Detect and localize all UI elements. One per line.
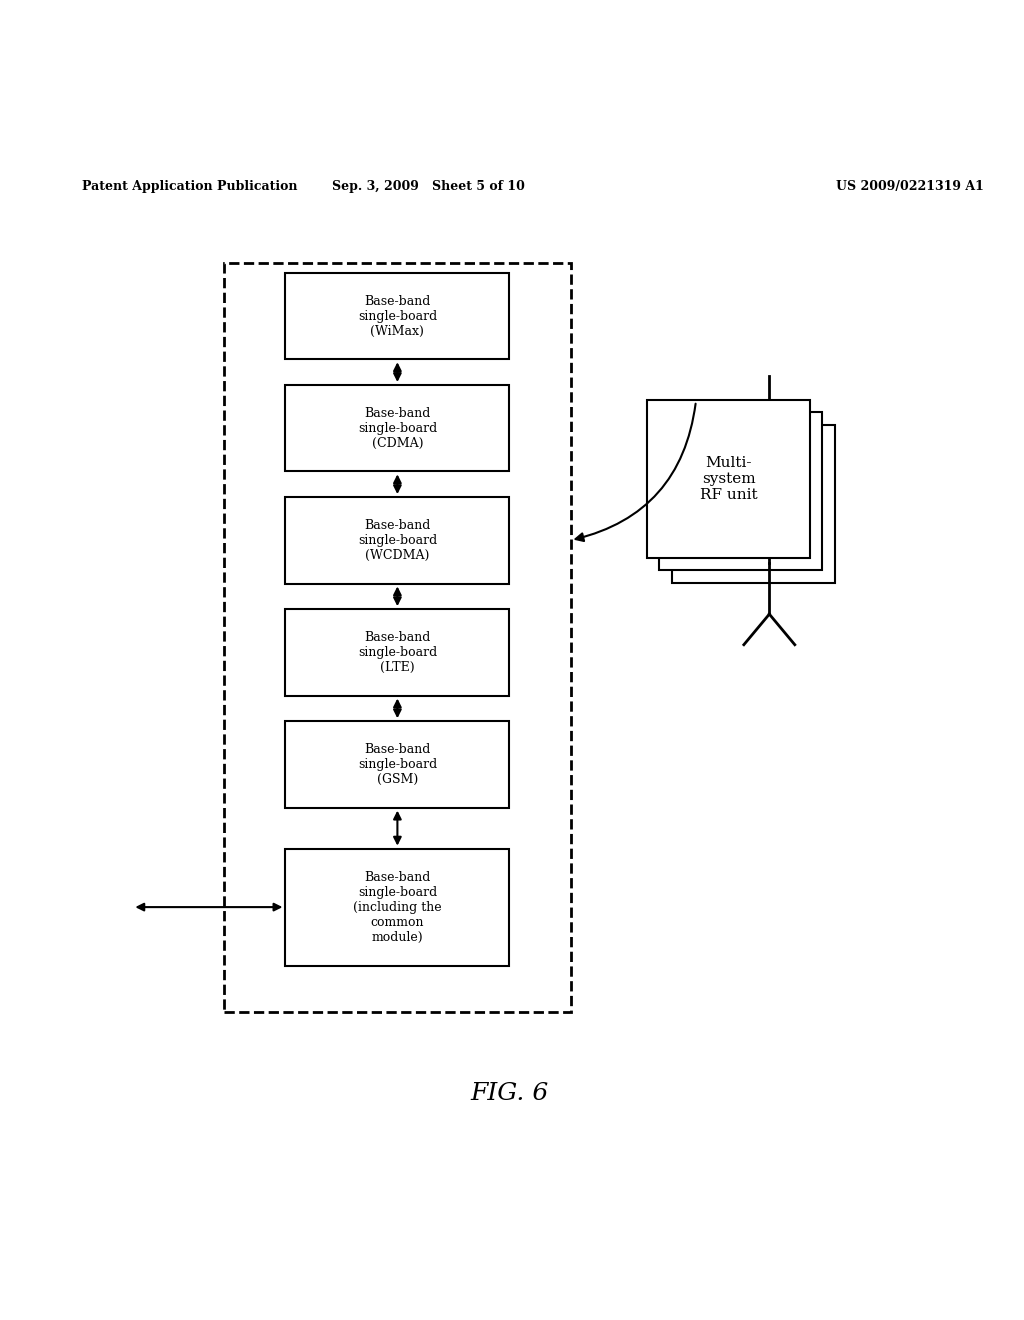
FancyBboxPatch shape [286,273,510,359]
Text: Patent Application Publication: Patent Application Publication [82,180,297,193]
Text: US 2009/0221319 A1: US 2009/0221319 A1 [836,180,983,193]
FancyBboxPatch shape [647,400,810,558]
FancyBboxPatch shape [286,496,510,583]
Text: Base-band
single-board
(including the
common
module): Base-band single-board (including the co… [353,871,441,944]
FancyBboxPatch shape [659,412,822,570]
Text: Sep. 3, 2009   Sheet 5 of 10: Sep. 3, 2009 Sheet 5 of 10 [332,180,524,193]
FancyBboxPatch shape [286,385,510,471]
FancyBboxPatch shape [286,849,510,966]
FancyBboxPatch shape [286,609,510,696]
Text: Base-band
single-board
(LTE): Base-band single-board (LTE) [357,631,437,673]
Text: Multi-
system
RF unit: Multi- system RF unit [699,455,758,503]
FancyBboxPatch shape [672,425,835,582]
FancyBboxPatch shape [286,721,510,808]
Text: Base-band
single-board
(GSM): Base-band single-board (GSM) [357,743,437,785]
Text: FIG. 6: FIG. 6 [470,1081,549,1105]
Text: Base-band
single-board
(CDMA): Base-band single-board (CDMA) [357,407,437,450]
Text: Base-band
single-board
(WiMax): Base-band single-board (WiMax) [357,294,437,338]
Text: Base-band
single-board
(WCDMA): Base-band single-board (WCDMA) [357,519,437,562]
